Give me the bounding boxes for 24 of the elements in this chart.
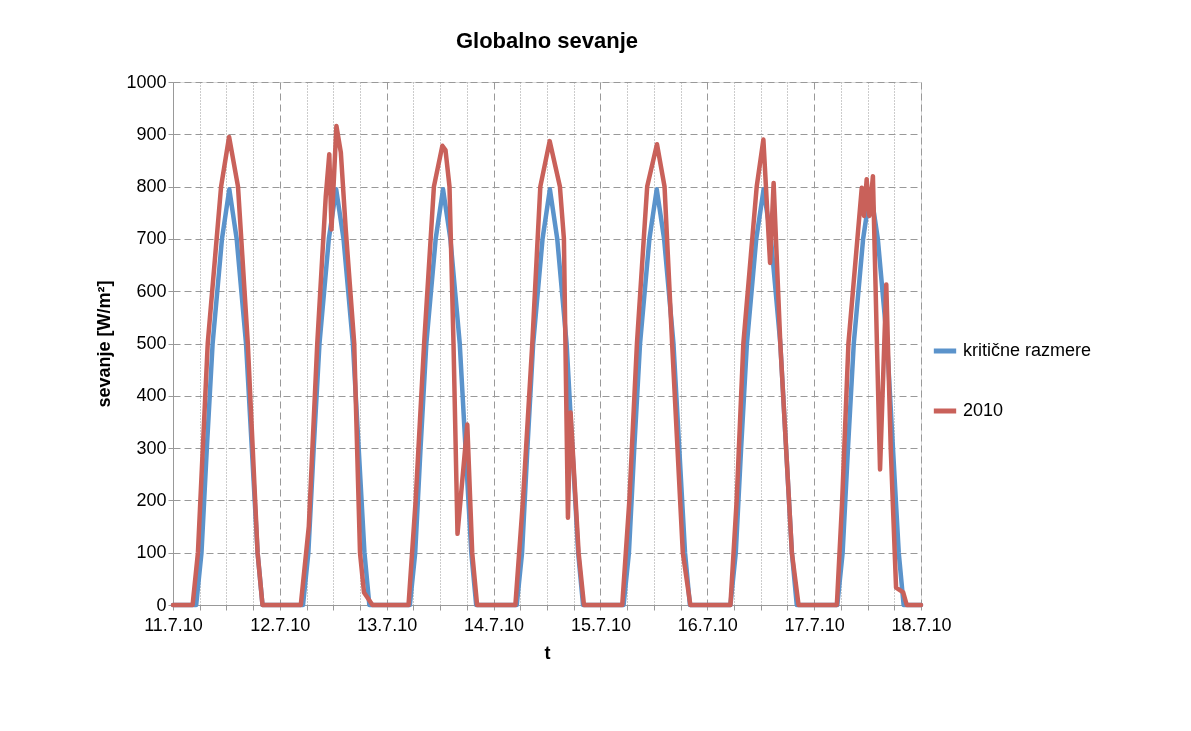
x-tick-label: 12.7.10	[250, 614, 311, 635]
y-tick-label: 100	[136, 542, 167, 563]
chart-title: Globalno sevanje	[455, 28, 639, 53]
x-tick-label: 14.7.10	[464, 614, 525, 635]
y-tick-label: 500	[136, 333, 167, 353]
y-tick-label: 300	[136, 437, 167, 458]
y-tick-label: 600	[136, 280, 167, 301]
x-tick-label: 15.7.10	[570, 614, 631, 635]
x-tick-label: 18.7.10	[891, 614, 952, 635]
y-tick-label: 1000	[126, 71, 167, 92]
y-tick-label: 700	[136, 228, 167, 249]
x-tick-label: 11.7.10	[144, 614, 203, 635]
y-tick-label: 0	[156, 594, 167, 615]
y-axis-title: sevanje [W/m²]	[94, 280, 115, 408]
x-axis-title: t	[544, 642, 551, 663]
legend-label: kritične razmere	[963, 340, 1092, 360]
y-tick-label: 400	[136, 385, 167, 406]
y-tick-label: 800	[136, 176, 167, 197]
x-tick-label: 16.7.10	[677, 614, 738, 635]
legend-label: 2010	[963, 400, 1004, 420]
x-tick-label: 17.7.10	[784, 614, 845, 635]
y-tick-label: 200	[136, 489, 167, 510]
y-tick-label: 900	[136, 123, 167, 144]
x-tick-label: 13.7.10	[357, 614, 418, 635]
